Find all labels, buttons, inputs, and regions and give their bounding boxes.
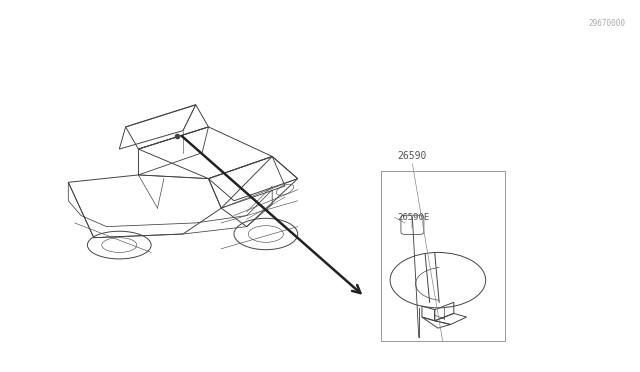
- Text: 29670000: 29670000: [589, 19, 626, 28]
- Text: 26590E: 26590E: [397, 213, 430, 222]
- Text: 26590: 26590: [397, 151, 427, 161]
- Bar: [381, 171, 505, 341]
